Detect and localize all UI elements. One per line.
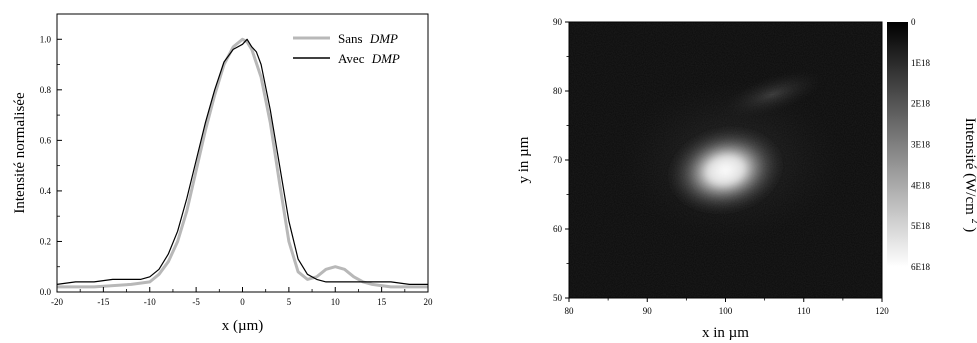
- colorbar-ticks: 0 1E18 2E18 3E18 4E18 5E18 6E18: [911, 17, 930, 272]
- colorbar-label: Intensité (W/cm 2 ): [962, 118, 977, 233]
- x-tick-label: -15: [97, 297, 109, 307]
- colorbar-tick-label: 1E18: [911, 58, 930, 68]
- legend-label-avec-dmp: Avec DMP: [338, 51, 400, 66]
- series-group: [56, 37, 428, 289]
- y-tick-label: 0.6: [40, 135, 52, 145]
- y-axis-label: Intensité normalisée: [12, 92, 28, 214]
- colorbar-label-sup: 2: [969, 219, 977, 224]
- line-chart: -20 -15 -10 -5 0 5 10 15 20 0.0 0.2 0.4 0.6 0.8 1.0 x…: [12, 13, 433, 334]
- colorbar-tick-label: 5E18: [911, 221, 930, 231]
- legend-label-sans-dmp-plain: Sans: [338, 31, 363, 46]
- heatmap-x-tick-label: 120: [875, 306, 889, 316]
- heatmap-y-tick-label: 50: [553, 293, 563, 303]
- heatmap-x-tick-label: 100: [719, 306, 733, 316]
- heatmap-y-tick-label: 90: [553, 17, 563, 27]
- colorbar-tick-label: 0: [911, 17, 916, 27]
- legend-label-avec-dmp-italic: DMP: [371, 51, 400, 66]
- x-tick-label: 10: [331, 297, 341, 307]
- heatmap-x-axis-label: x in µm: [702, 325, 749, 341]
- x-tick-label: -10: [144, 297, 156, 307]
- y-tick-label: 0.8: [40, 85, 52, 95]
- colorbar-gradient: [887, 22, 908, 267]
- x-tick-label: -5: [192, 297, 200, 307]
- x-tick-label: 0: [240, 297, 245, 307]
- heatmap-y-tick-label: 80: [553, 86, 563, 96]
- x-axis-ticks: -20 -15 -10 -5 0 5 10 15 20: [51, 287, 433, 307]
- heatmap-noise: [569, 22, 882, 298]
- x-tick-label: 15: [377, 297, 387, 307]
- heatmap-chart: 80 90 100 110 120 50 60 70 80 90 x in µm y in µm…: [516, 17, 977, 341]
- heatmap-x-ticks: 80 90 100 110 120: [565, 298, 889, 316]
- heatmap-x-tick-label: 80: [565, 306, 575, 316]
- x-tick-label: -20: [51, 297, 63, 307]
- legend-label-sans-dmp: Sans DMP: [338, 31, 398, 46]
- series-line-sans-dmp: [57, 37, 428, 289]
- heatmap-y-axis-label: y in µm: [516, 136, 532, 183]
- legend-label-sans-dmp-italic: DMP: [369, 31, 398, 46]
- x-tick-label: 5: [287, 297, 292, 307]
- colorbar: 0 1E18 2E18 3E18 4E18 5E18 6E18 Intensité (W/c…: [887, 17, 977, 272]
- colorbar-tick-label: 6E18: [911, 262, 930, 272]
- x-tick-label: 20: [424, 297, 434, 307]
- legend-label-avec-dmp-plain: Avec: [338, 51, 365, 66]
- colorbar-tick-label: 4E18: [911, 180, 930, 190]
- x-axis-label: x (µm): [222, 318, 264, 334]
- y-tick-label: 0.2: [40, 236, 51, 246]
- colorbar-tick-label: 2E18: [911, 99, 930, 109]
- heatmap-y-tick-label: 70: [553, 155, 563, 165]
- legend: Sans DMP Avec DMP: [293, 31, 400, 66]
- y-axis-ticks: 0.0 0.2 0.4 0.6 0.8 1.0: [40, 13, 62, 297]
- colorbar-tick-label: 3E18: [911, 140, 930, 150]
- y-tick-label: 0.0: [40, 287, 52, 297]
- heatmap-y-tick-label: 60: [553, 224, 563, 234]
- y-tick-label: 1.0: [40, 34, 52, 44]
- heatmap-x-tick-label: 90: [643, 306, 653, 316]
- colorbar-label-close: ): [962, 227, 977, 232]
- heatmap-x-tick-label: 110: [797, 306, 811, 316]
- series-line-avec-dmp: [56, 38, 428, 285]
- colorbar-label-text: Intensité (W/cm: [962, 118, 977, 215]
- y-tick-label: 0.4: [40, 186, 52, 196]
- heatmap-y-ticks: 50 60 70 80 90: [553, 17, 569, 303]
